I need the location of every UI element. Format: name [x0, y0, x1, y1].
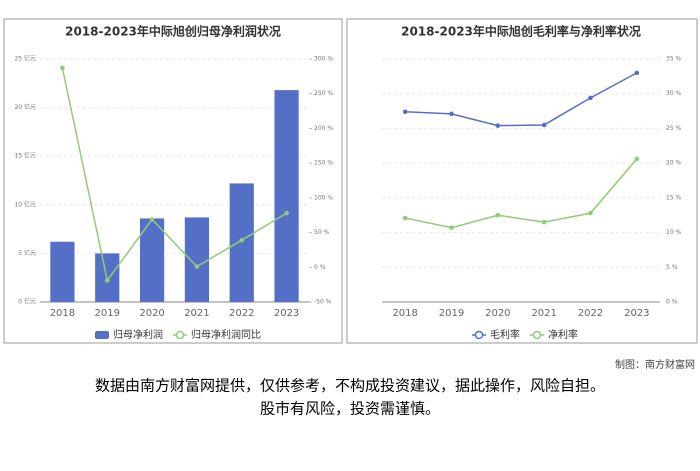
point [634, 156, 640, 162]
legend-swatch [474, 330, 484, 340]
bar [229, 183, 254, 302]
y-tick-label: 30 % [666, 90, 682, 97]
x-tick-label: 2019 [439, 308, 464, 319]
point [402, 215, 408, 221]
y2-tick-label: 100 % [314, 194, 333, 201]
disclaimer: 数据由南方财富网提供，仅供参考，不构成投资建议，据此操作，风险自担。 [95, 377, 605, 395]
legend-swatch [532, 330, 542, 340]
point [541, 219, 547, 225]
point [495, 212, 501, 218]
y-tick-label: 15 亿元 [14, 152, 36, 160]
y-tick-label: 20 亿元 [14, 103, 36, 111]
point [541, 122, 547, 128]
legend-label: 归母净利润 [113, 328, 163, 341]
y-tick-label: 0 % [666, 299, 678, 306]
y2-tick-label: 250 % [314, 90, 333, 97]
y2-tick-label: 300 % [314, 56, 333, 63]
point [239, 237, 245, 243]
y2-tick-label: 200 % [314, 125, 333, 132]
y2-tick-label: 150 % [314, 160, 333, 167]
point [60, 65, 65, 71]
legend-swatch [175, 330, 185, 340]
point [588, 95, 593, 101]
y-tick-label: 20 % [666, 160, 682, 167]
legend-label: 归母净利润同比 [191, 328, 261, 341]
point [402, 109, 408, 115]
x-tick-label: 2019 [95, 308, 120, 319]
bar [184, 217, 210, 302]
x-tick-label: 2023 [274, 308, 299, 319]
x-tick-label: 2020 [139, 308, 164, 319]
bar [139, 218, 165, 302]
x-tick-label: 2018 [50, 308, 75, 319]
x-tick-label: 2020 [485, 308, 510, 319]
line [405, 158, 638, 229]
y2-tick-label: -50 % [314, 299, 332, 306]
x-tick-label: 2022 [229, 308, 254, 319]
x-tick-label: 2018 [392, 308, 417, 319]
y-tick-label: 5 % [666, 264, 678, 271]
line [405, 72, 638, 127]
y-tick-label: 10 亿元 [14, 200, 36, 208]
y-tick-label: 25 亿元 [14, 55, 36, 63]
right-panel [346, 18, 698, 344]
line [61, 67, 287, 283]
x-tick-label: 2021 [184, 308, 209, 319]
legend-label: 毛利率 [490, 328, 520, 341]
y-tick-label: 25 % [666, 125, 682, 132]
bar [274, 90, 299, 302]
point [449, 225, 454, 231]
point [495, 123, 501, 128]
y-tick-label: 0 亿元 [18, 298, 36, 306]
disclaimer: 股市有风险，投资需谨慎。 [260, 400, 440, 418]
y-tick-label: 10 % [666, 229, 682, 236]
chart-title: 2018-2023年中际旭创归母净利润状况 [65, 24, 281, 39]
x-tick-label: 2023 [624, 308, 649, 319]
point [104, 278, 110, 283]
y2-tick-label: 50 % [314, 229, 330, 236]
legend-swatch [95, 331, 109, 339]
bar [50, 241, 75, 302]
x-tick-label: 2021 [531, 308, 556, 319]
y-tick-label: 35 % [666, 56, 682, 63]
point [449, 111, 454, 117]
x-tick-label: 2022 [578, 308, 603, 319]
legend-label: 净利率 [548, 328, 578, 341]
credit: 制图：南方财富网 [615, 358, 695, 371]
point [194, 264, 200, 269]
y-tick-label: 15 % [666, 194, 682, 201]
point [284, 210, 289, 216]
y-tick-label: 5 亿元 [18, 249, 36, 257]
y2-tick-label: 0 % [314, 264, 326, 271]
point [588, 210, 593, 216]
chart-title: 2018-2023年中际旭创毛利率与净利率状况 [401, 24, 641, 39]
point [634, 70, 640, 76]
point [149, 217, 155, 222]
